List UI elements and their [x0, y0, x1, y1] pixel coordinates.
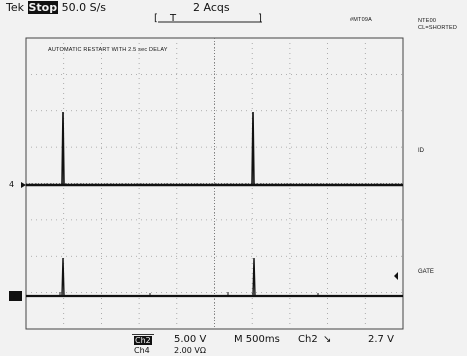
channel-label-id: ID: [418, 148, 424, 154]
note-line-1: NTE00: [418, 18, 437, 24]
footer-rule: [132, 334, 154, 335]
trigger-bracket-right: ]: [258, 13, 262, 24]
channel-label-gate: GATE: [418, 269, 434, 275]
ch4-ground-arrow: [21, 182, 26, 188]
acquisition-state-badge: Stop: [27, 1, 59, 14]
restart-annotation: AUTOMATIC RESTART WITH 2.5 sec DELAY: [48, 47, 168, 53]
trigger-bracket-left: [: [154, 13, 158, 24]
ch2-pulse-1: [61, 257, 65, 297]
trigger-slope-icon: ↘: [323, 334, 332, 345]
ch2-ground-marker: 2: [11, 292, 17, 301]
sample-rate-readout: 50.0 S/s: [61, 1, 107, 14]
trigger-level: 2.7 V: [368, 334, 394, 345]
ch2-pulse-2: [252, 257, 256, 297]
ch4-pulse-1: [61, 111, 65, 186]
ch4-ground-marker: 4: [9, 180, 15, 189]
trigger-level-arrow: [394, 272, 398, 280]
trigger-source: Ch2: [298, 334, 318, 345]
trigger-position-marker: T: [170, 13, 177, 24]
ch2-label: Ch2: [134, 336, 152, 345]
brand-label: Tek: [6, 1, 24, 14]
mode-code-label: #MT09A: [350, 17, 372, 23]
ch4-pulse-2: [251, 111, 255, 186]
ch4-scale: 2.00 VΩ: [174, 346, 206, 355]
timebase-readout: M 500ms: [234, 334, 280, 345]
note-line-2: CL=SHORTED: [418, 25, 458, 31]
waveform-traces: [9, 111, 403, 335]
acquisition-count: 2 Acqs: [193, 1, 230, 14]
ch2-ground-box: [9, 291, 22, 301]
ch2-scale: 5.00 V: [174, 334, 207, 345]
ch4-label: Ch4: [134, 346, 150, 355]
graticule: [25, 21, 404, 330]
